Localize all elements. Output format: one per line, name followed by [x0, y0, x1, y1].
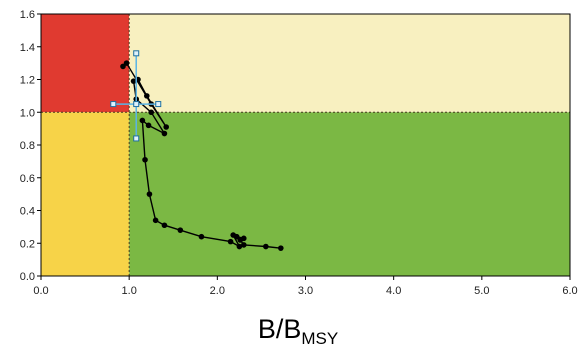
highlight-marker	[133, 50, 140, 57]
x-axis-label-subscript: MSY	[301, 329, 338, 348]
y-tick-label: 1.2	[20, 75, 35, 87]
y-tick-label: 0.2	[20, 238, 35, 250]
y-tick-label: 0.6	[20, 173, 35, 185]
data-point	[278, 245, 284, 251]
data-point	[144, 93, 150, 99]
x-tick-label: 4.0	[386, 285, 401, 297]
highlight-marker	[133, 101, 140, 108]
data-point	[161, 130, 168, 137]
data-point	[152, 217, 159, 224]
data-point	[148, 109, 155, 116]
highlight-marker	[110, 101, 117, 108]
data-point	[161, 222, 168, 229]
current-status-marker	[110, 50, 162, 142]
x-tick-label: 5.0	[474, 285, 489, 297]
y-tick-label: 1.0	[20, 107, 35, 119]
status-zones	[41, 14, 570, 276]
x-tick-label: 2.0	[210, 285, 225, 297]
data-point	[230, 232, 237, 238]
y-tick-label: 0.0	[20, 271, 35, 283]
data-point	[177, 227, 184, 233]
data-point	[240, 235, 247, 242]
tick-labels: 0.0 1.0 2.0 3.0 4.0 5.0 6.0 0.0 0.2 0.4 0.6 0.8 1.0 1…	[20, 9, 578, 297]
data-point	[236, 243, 243, 250]
x-axis-label: B/BMSY	[258, 314, 338, 348]
x-tick-label: 0.0	[33, 285, 48, 297]
highlight-marker	[133, 135, 140, 142]
data-point	[146, 191, 153, 197]
data-point	[198, 233, 205, 240]
reference-lines	[41, 14, 570, 276]
data-point	[163, 124, 169, 130]
data-point	[145, 122, 152, 129]
zone-overfished-only	[41, 112, 130, 276]
data-point	[123, 60, 130, 66]
data-point	[227, 238, 234, 245]
data-point	[263, 243, 269, 250]
zone-healthy	[129, 112, 570, 276]
y-tick-label: 0.4	[20, 206, 35, 218]
trajectory	[120, 60, 284, 251]
x-tick-label: 1.0	[122, 285, 137, 297]
data-point	[240, 242, 247, 248]
data-point	[120, 63, 126, 70]
y-tick-label: 1.4	[20, 42, 35, 54]
y-tick-label: 1.6	[20, 9, 35, 21]
data-point	[130, 78, 137, 84]
zone-overfished-overfishing	[41, 14, 130, 113]
x-axis-label-main: B/B	[258, 314, 302, 344]
data-point	[139, 117, 146, 124]
y-tick-label: 0.8	[20, 140, 35, 152]
axes	[37, 13, 571, 280]
x-tick-label: 3.0	[298, 285, 313, 297]
zone-overfishing-only	[129, 14, 570, 113]
highlight-marker	[155, 101, 162, 108]
x-tick-label: 6.0	[562, 285, 577, 297]
data-point	[142, 156, 148, 163]
